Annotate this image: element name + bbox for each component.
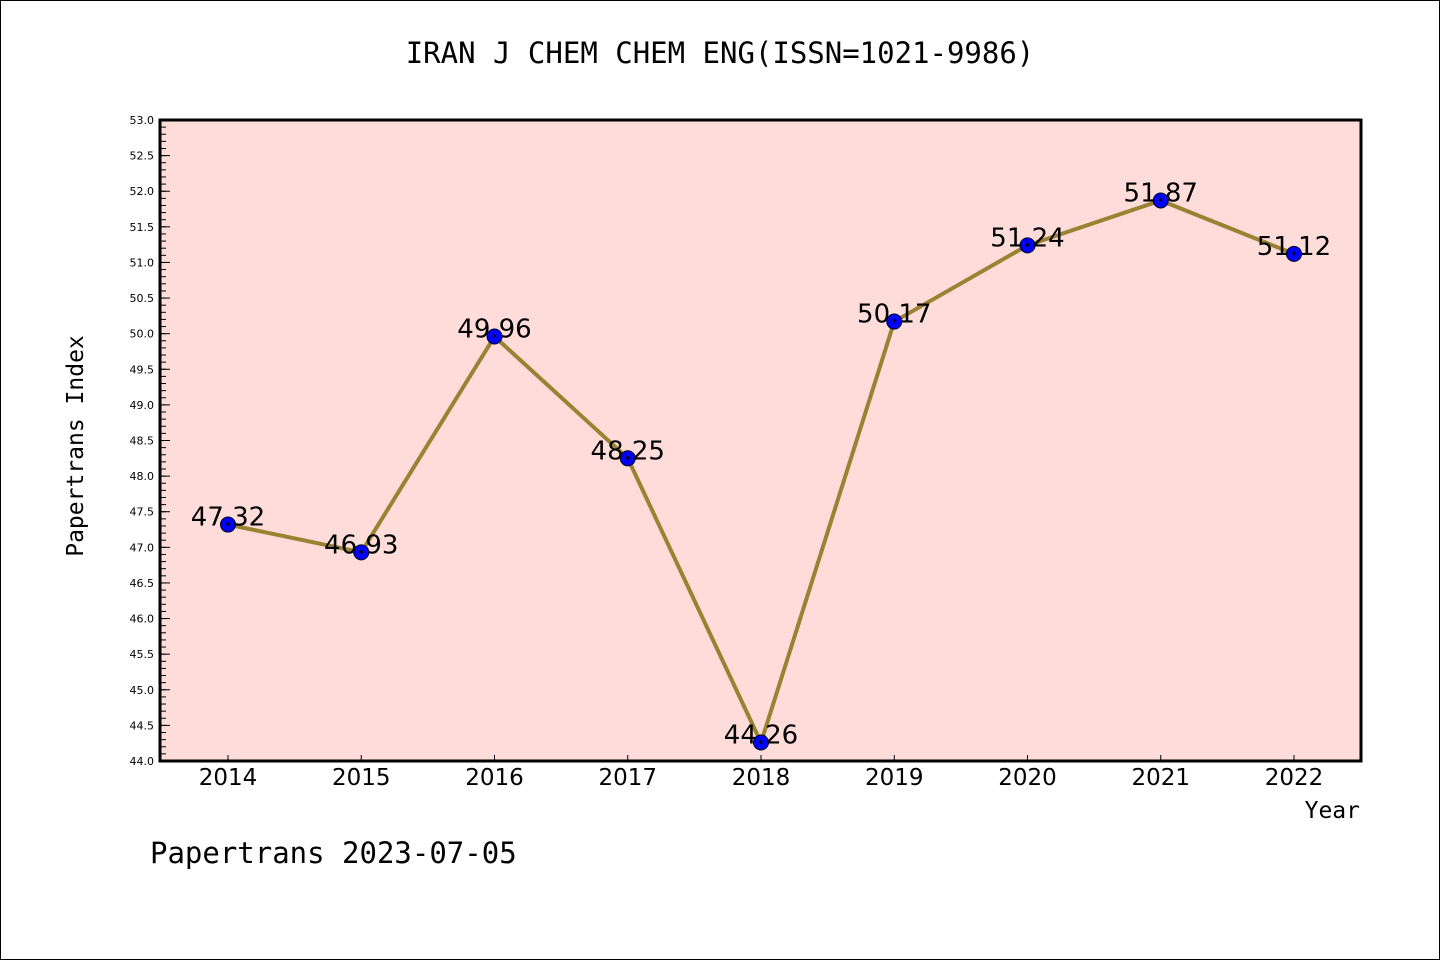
chart-title: IRAN J CHEM CHEM ENG(ISSN=1021-9986) (405, 36, 1035, 70)
x-tick-label: 2018 (732, 765, 791, 791)
x-tick-label: 2020 (998, 765, 1057, 791)
x-tick-label: 2019 (865, 765, 924, 791)
y-tick-label: 53.0 (130, 114, 155, 127)
data-point (220, 516, 236, 533)
data-point (1019, 237, 1036, 254)
plot-border (158, 118, 1363, 763)
y-tick-label: 50.5 (130, 292, 155, 305)
y-tick-label: 49.0 (130, 399, 155, 412)
data-label: 48.25 (591, 436, 665, 466)
x-tick-label: 2014 (199, 765, 258, 791)
y-tick-label: 45.5 (130, 648, 155, 661)
y-tick-label: 44.0 (130, 755, 155, 768)
x-tick-label: 2017 (598, 765, 657, 791)
y-tick-label: 45.0 (130, 684, 155, 697)
y-tick-label: 46.0 (130, 613, 155, 626)
data-label: 51.12 (1257, 232, 1331, 262)
footer-source-date: Papertrans 2023-07-05 (150, 836, 517, 870)
y-tick-label: 48.5 (130, 435, 155, 448)
data-label: 51.87 (1124, 178, 1198, 208)
y-tick-label: 46.5 (130, 577, 155, 590)
x-tick-label: 2016 (465, 765, 524, 791)
data-point (353, 544, 370, 561)
data-point (486, 328, 503, 345)
data-point (1152, 192, 1169, 209)
x-axis-label: Year (1304, 798, 1360, 824)
y-tick-label: 52.5 (130, 150, 155, 163)
data-label: 46.93 (324, 530, 398, 560)
x-tick-label: 2021 (1131, 765, 1190, 791)
y-tick-label: 51.0 (130, 256, 155, 269)
data-point (619, 450, 636, 467)
y-tick-label: 44.5 (130, 719, 155, 732)
y-tick-label: 51.5 (130, 221, 155, 234)
data-point (1286, 245, 1302, 262)
data-label: 47.32 (191, 503, 265, 533)
y-tick-label: 50.0 (130, 328, 155, 341)
y-tick-label: 49.5 (130, 363, 155, 376)
y-tick-label: 47.0 (130, 541, 155, 554)
data-label: 44.26 (724, 720, 798, 750)
plot-area (160, 120, 1361, 761)
data-point (886, 313, 903, 330)
y-tick-label: 52.0 (130, 185, 155, 198)
y-tick-label: 47.5 (130, 506, 155, 519)
data-point (753, 734, 769, 751)
data-label: 49.96 (457, 315, 531, 345)
data-label: 51.24 (990, 223, 1064, 253)
x-tick-label: 2022 (1265, 765, 1324, 791)
y-tick-label: 48.0 (130, 470, 155, 483)
x-tick-label: 2015 (332, 765, 391, 791)
data-label: 50.17 (857, 300, 931, 330)
